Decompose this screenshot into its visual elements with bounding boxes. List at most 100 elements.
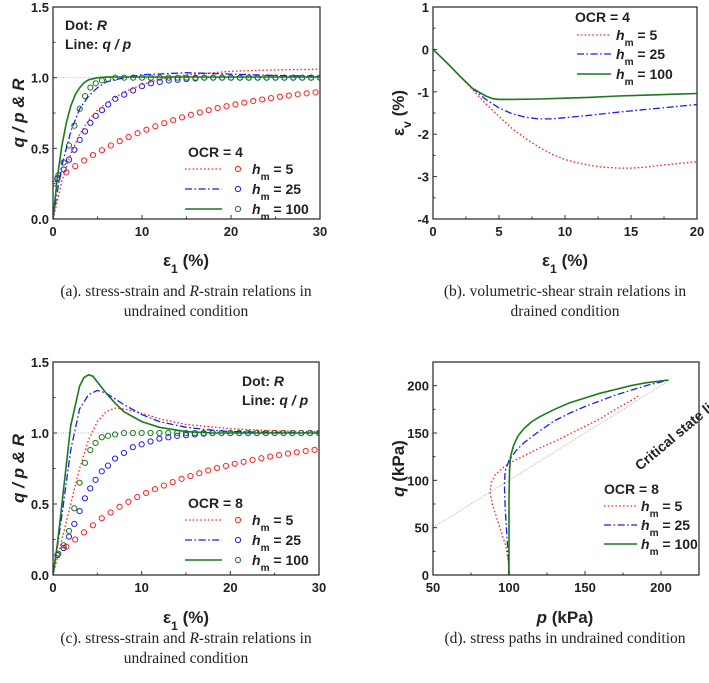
- line-hm100: [433, 48, 697, 101]
- legend-label-hm100-part: = 100: [659, 536, 699, 552]
- legend-label-hm25-part: = 25: [659, 517, 691, 533]
- legend-dot-hm100: [234, 205, 242, 213]
- dot-hm5: [125, 133, 132, 141]
- legend-label-hm100-part: = 100: [270, 201, 310, 217]
- caption-line-1-part: -strain relations in: [199, 630, 312, 647]
- dot-hm5: [134, 130, 141, 137]
- dot-hm25: [71, 520, 78, 527]
- dot-hm25: [147, 438, 154, 445]
- legend-label-hm25-part: m: [650, 528, 659, 539]
- y-tick-label: 150: [407, 426, 429, 441]
- legend-label-hm100: hm = 100: [616, 66, 673, 88]
- dot-hm5: [178, 475, 185, 482]
- legend-label-hm5-part: = 5: [634, 27, 658, 43]
- x-tick-label: 10: [558, 224, 572, 239]
- dot-hm25: [76, 136, 83, 143]
- legend-title: OCR = 4: [575, 9, 630, 25]
- dot-hm5: [72, 163, 79, 170]
- dot-hm25: [111, 455, 119, 462]
- caption-line-1-part: (c). stress-strain and: [60, 630, 189, 647]
- caption-line-1-part: (b). volumetric-shear strain relations i…: [444, 283, 687, 300]
- x-tick-label: 150: [574, 580, 596, 595]
- legend-label-hm5-part: = 5: [270, 512, 294, 528]
- dot-hm100: [65, 527, 73, 535]
- x-tick-label: 200: [650, 580, 672, 595]
- line-hm25: [53, 389, 319, 575]
- x-tick-label: 0: [429, 224, 436, 239]
- x-axis-label-part: 1: [550, 262, 557, 276]
- plot-frame: [432, 6, 698, 220]
- x-tick-label: 20: [690, 224, 704, 239]
- dot-hm5: [187, 111, 195, 118]
- legend-title: OCR = 4: [188, 144, 243, 160]
- dot-hm5: [178, 114, 186, 121]
- dot-hm25: [71, 146, 78, 153]
- dot-hm25: [156, 435, 163, 442]
- dot-hm5: [196, 109, 203, 116]
- dot-hm100: [87, 446, 94, 454]
- legend-label-hm25-part: m: [261, 543, 270, 554]
- caption-line-2-part: undrained condition: [124, 303, 249, 320]
- dot-hm5: [205, 467, 212, 474]
- dot-hm5: [134, 493, 141, 501]
- panel-c: 0 10 20 30 0.0 0.5 1.0 1.5 ε1 (%) q / p & R Dot: R…: [9, 355, 326, 667]
- caption-line-1: (b). volumetric-shear strain relations i…: [444, 283, 687, 300]
- dot-hm5: [72, 536, 79, 543]
- dot-hm25: [65, 156, 73, 163]
- line-hm5: [433, 48, 697, 169]
- legend-label-hm25-part: = 25: [270, 181, 302, 197]
- dot-hm25: [147, 80, 154, 87]
- dot-hm100: [92, 80, 99, 87]
- dot-hm5: [294, 91, 301, 98]
- annotation-line: Line: q / p: [65, 36, 132, 52]
- legend-label-hm25: hm = 25: [616, 46, 665, 68]
- dot-hm5: [214, 104, 221, 112]
- y-tick-label: 0: [422, 42, 429, 57]
- x-tick-label: 0: [49, 224, 56, 239]
- dot-hm100: [147, 429, 154, 437]
- dot-hm5: [89, 152, 97, 159]
- legend-label-hm5-part: m: [650, 509, 659, 520]
- legend-label-hm5-part: m: [261, 172, 270, 183]
- caption-line-2-part: undrained condition: [124, 650, 249, 667]
- y-tick-label: 1.0: [31, 426, 49, 441]
- dot-hm25: [138, 441, 145, 448]
- x-axis-label-part: (%): [178, 251, 209, 270]
- dot-hm5: [312, 89, 319, 96]
- dot-hm5: [276, 452, 283, 459]
- caption-line-1-part: -strain relations in: [199, 283, 312, 300]
- dot-hm5: [107, 142, 114, 149]
- legend-title: OCR = 8: [188, 495, 243, 511]
- dot-hm25: [121, 91, 128, 98]
- caption-line-1: (a). stress-strain and R-strain relation…: [60, 283, 312, 300]
- dot-hm5: [222, 462, 229, 470]
- plot-frame: [432, 361, 700, 576]
- dot-hm25: [138, 83, 146, 90]
- dot-hm5: [187, 472, 194, 480]
- legend-label-hm5-part: h: [252, 512, 261, 528]
- annotation-line-part: q / p: [102, 36, 131, 52]
- legend-label-hm25-part: h: [641, 517, 650, 533]
- caption-line-1-part: (d). stress paths in undrained condition: [444, 630, 685, 647]
- dot-hm5: [302, 447, 309, 455]
- legend-label-hm25-part: m: [625, 57, 634, 68]
- x-axis-label-part: 1: [171, 262, 178, 276]
- y-axis-label: q (kPa): [389, 440, 408, 497]
- legend-label-hm25: hm = 25: [252, 181, 301, 203]
- legend-label-hm25: hm = 25: [641, 517, 690, 539]
- legend-label-hm100-part: m: [261, 563, 270, 574]
- line-hm25: [503, 379, 669, 575]
- annotation-dot-part: R: [274, 373, 285, 389]
- y-axis-label: q / p & R: [9, 78, 28, 148]
- y-axis-label-part: v: [400, 121, 414, 128]
- x-axis-label: p (kPa): [536, 608, 594, 627]
- legend-label-hm5: hm = 5: [616, 27, 657, 49]
- legend-label-hm5: hm = 5: [252, 512, 293, 534]
- plot-area: [53, 68, 320, 219]
- dot-hm25: [165, 434, 172, 441]
- x-axis-label: ε1 (%): [163, 608, 209, 633]
- dot-hm5: [250, 97, 257, 105]
